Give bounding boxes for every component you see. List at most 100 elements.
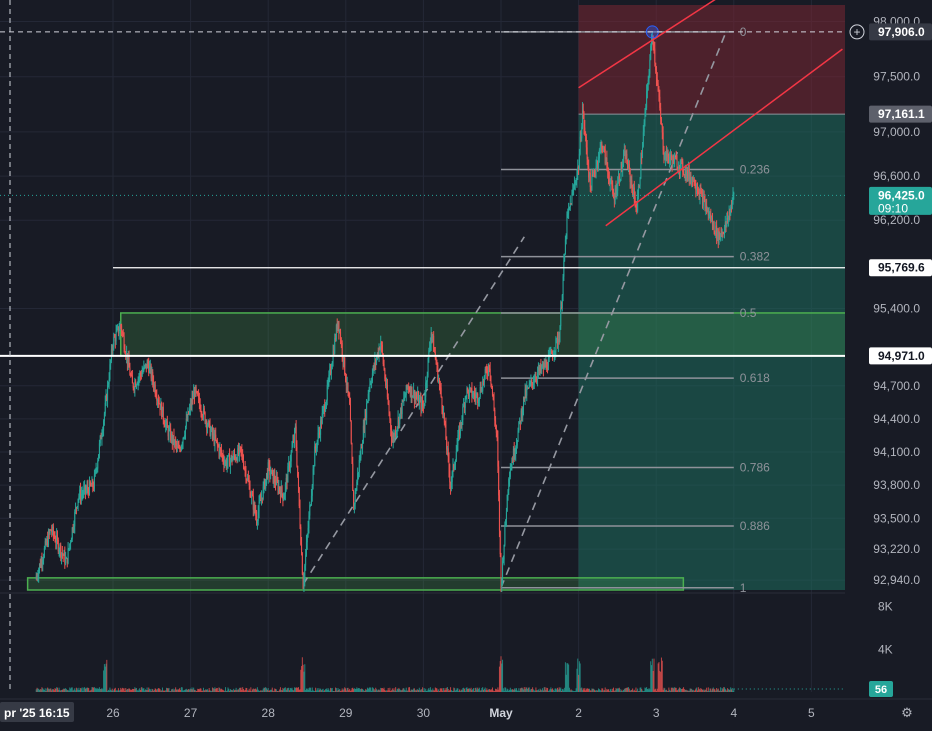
volume-bar: [615, 688, 617, 692]
volume-bar: [83, 687, 85, 692]
volume-bar: [117, 690, 119, 692]
candle-body: [107, 385, 109, 401]
candle-body: [490, 375, 492, 384]
volume-bar: [491, 687, 493, 692]
candle-body: [474, 395, 476, 398]
price-label-text: 95,769.6: [878, 261, 925, 275]
candle-body: [614, 187, 616, 201]
volume-bar: [469, 688, 471, 692]
candle-body: [133, 388, 135, 390]
volume-bar: [644, 687, 646, 692]
candle-body: [655, 62, 657, 71]
candle-body: [339, 331, 341, 333]
candle-body: [290, 451, 292, 462]
candle-body: [430, 332, 432, 344]
candle-body: [78, 496, 80, 499]
volume-bar: [254, 688, 256, 692]
candle-body: [294, 426, 296, 430]
volume-bar: [121, 689, 123, 692]
candle-body: [723, 227, 725, 234]
candle-body: [705, 205, 707, 209]
price-axis-tick: 97,500.0: [873, 70, 920, 84]
candle-body: [632, 186, 634, 196]
volume-bar: [605, 690, 607, 692]
candle-body: [671, 158, 673, 166]
volume-bar: [660, 657, 662, 692]
volume-bar: [372, 687, 374, 692]
candle-body: [110, 360, 112, 365]
candle-body: [262, 486, 264, 500]
candle-body: [674, 157, 676, 159]
volume-bar: [41, 687, 43, 692]
candle-body: [448, 457, 450, 471]
candle-body: [292, 440, 294, 447]
volume-bar: [104, 666, 106, 692]
candle-body: [454, 461, 456, 465]
volume-bar: [614, 690, 616, 692]
candle-body: [257, 511, 259, 522]
volume-bar: [502, 688, 504, 692]
candle-body: [182, 438, 184, 444]
candle-body: [586, 147, 588, 160]
candle-body: [43, 547, 45, 557]
volume-bar: [646, 689, 648, 692]
candle-body: [338, 321, 340, 333]
volume-bar: [367, 688, 369, 692]
volume-bar: [352, 687, 354, 692]
candle-body: [559, 325, 561, 343]
candle-body: [90, 485, 92, 487]
candle-body: [388, 404, 390, 414]
volume-bar: [330, 688, 332, 692]
candle-body: [185, 418, 187, 427]
candle-body: [464, 397, 466, 408]
volume-bar: [247, 690, 249, 692]
volume-bar: [307, 689, 309, 692]
candle-body: [356, 481, 358, 491]
volume-bar: [218, 687, 220, 692]
candle-body: [56, 535, 58, 543]
volume-bar: [535, 687, 537, 692]
candle-body: [441, 397, 443, 408]
volume-bar: [170, 689, 172, 692]
candle-body: [605, 157, 607, 164]
candle-body: [433, 351, 435, 353]
candle-body: [417, 393, 419, 399]
volume-bar: [137, 690, 139, 692]
volume-bar: [59, 690, 61, 692]
candle-body: [637, 185, 639, 197]
candle-body: [643, 122, 645, 133]
add-alert-button[interactable]: +: [849, 24, 865, 40]
candle-body: [51, 529, 53, 533]
volume-bar: [545, 690, 547, 692]
candle-body: [357, 473, 359, 482]
candle-body: [708, 214, 710, 216]
candle-body: [598, 158, 600, 165]
candle-body: [619, 179, 621, 182]
volume-bar: [437, 690, 439, 692]
volume-bar: [449, 689, 451, 692]
candle-body: [172, 435, 174, 443]
candle-body: [439, 384, 441, 388]
volume-bar: [197, 688, 199, 692]
volume-bar: [348, 690, 350, 692]
volume-bar: [283, 688, 285, 692]
candle-body: [570, 203, 572, 205]
gear-icon[interactable]: ⚙: [901, 705, 913, 720]
volume-bar: [178, 689, 180, 692]
candle-body: [726, 217, 728, 227]
volume-bar: [553, 690, 555, 692]
volume-bar: [36, 687, 38, 692]
volume-bar: [382, 688, 384, 692]
volume-bar: [616, 688, 618, 692]
volume-bar: [368, 687, 370, 692]
volume-bar: [458, 691, 460, 692]
volume-bar: [260, 690, 262, 692]
volume-bar: [103, 670, 105, 692]
candle-body: [119, 325, 121, 331]
candle-body: [603, 147, 605, 150]
candle-body: [314, 446, 316, 467]
candle-body: [144, 363, 146, 366]
candle-body: [251, 494, 253, 496]
